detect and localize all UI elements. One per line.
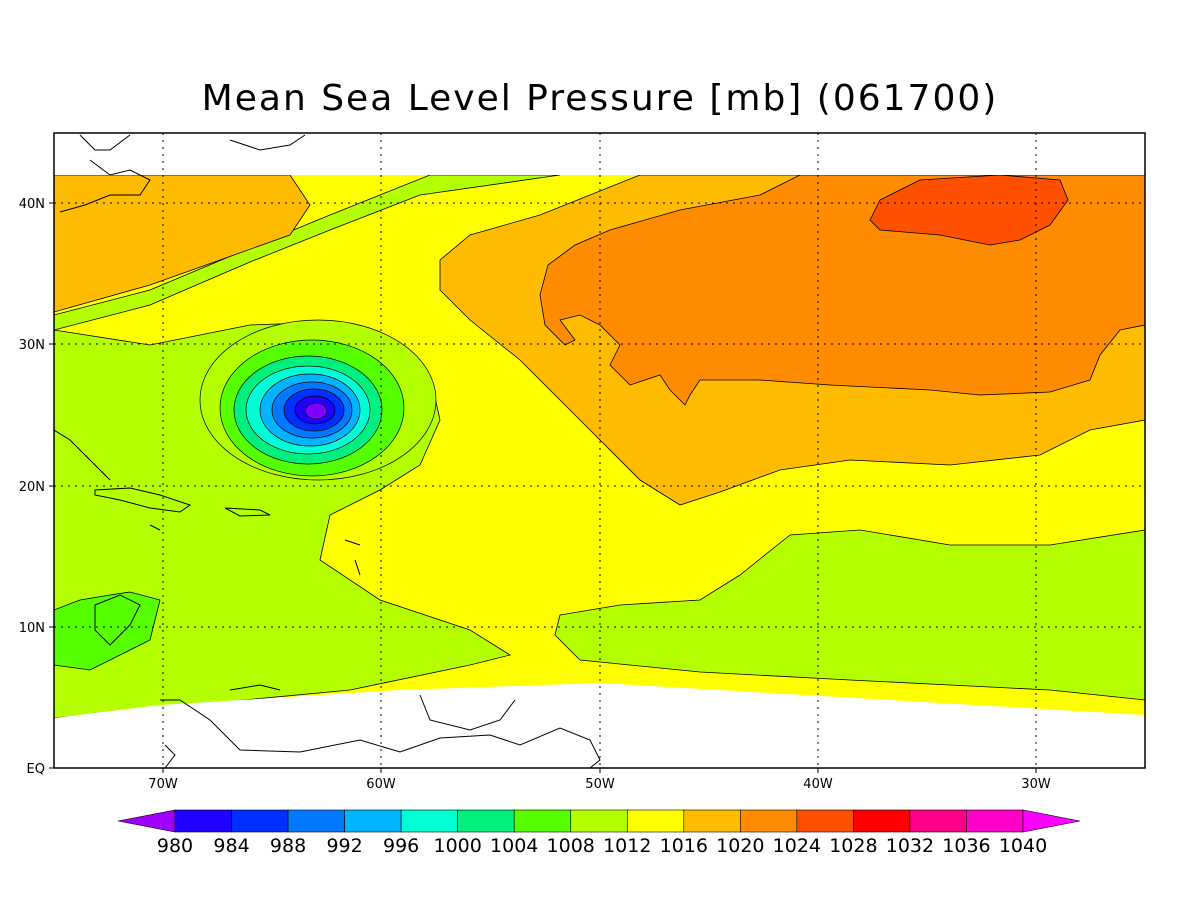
colorbar-swatch [344, 809, 402, 833]
colorbar-label: 1028 [829, 835, 877, 857]
lon-label-50w: 50W [585, 777, 615, 792]
colorbar-label: 1008 [547, 835, 595, 857]
lon-label-40w: 40W [803, 777, 833, 792]
lat-label-30n: 30N [19, 338, 45, 353]
graticule [54, 133, 1145, 768]
colorbar-swatch [909, 809, 967, 833]
colorbar-swatch [796, 809, 854, 833]
lat-label-10n: 10N [19, 621, 45, 636]
colorbar-swatch [400, 809, 458, 833]
cyclone-low [199, 319, 437, 481]
field-1016-nw [54, 174, 311, 313]
map-title: Mean Sea Level Pressure [mb] (061700) [201, 78, 999, 119]
colorbar-label: 1020 [716, 835, 764, 857]
field-1004-caribbean [54, 591, 161, 671]
lon-label-30w: 30W [1021, 777, 1051, 792]
colorbar-label: 1040 [999, 835, 1047, 857]
colorbar-label: 984 [213, 835, 249, 857]
colorbar-swatch [513, 809, 572, 833]
colorbar-swatch [174, 809, 232, 833]
colorbar-label: 996 [383, 835, 419, 857]
axis-ticks [49, 202, 1037, 773]
colorbar-swatch [966, 809, 1024, 833]
colorbar-swatch [683, 809, 741, 833]
lat-label-eq: EQ [27, 762, 45, 777]
colorbar-swatch [740, 809, 798, 833]
colorbar-swatch [457, 809, 515, 833]
colorbar-label: 1000 [433, 835, 481, 857]
colorbar-label: 992 [326, 835, 362, 857]
colorbar-arrow-high [1022, 809, 1081, 833]
colorbar-label: 1024 [773, 835, 821, 857]
colorbar-swatch [570, 809, 628, 833]
colorbar-swatch [853, 809, 911, 833]
colorbar-arrow-low [117, 809, 176, 833]
pressure-field [54, 133, 1145, 768]
colorbar-swatch [287, 809, 345, 833]
colorbar-label: 980 [157, 835, 193, 857]
colorbar-label: 1012 [603, 835, 651, 857]
colorbar-label: 1016 [660, 835, 708, 857]
colorbar: 980 984 988 992 996 1000 1004 1008 1012 1016 1020 1… [117, 809, 1081, 857]
colorbar-label: 1036 [942, 835, 990, 857]
colorbar-label: 1004 [490, 835, 538, 857]
lat-label-40n: 40N [19, 197, 45, 212]
lon-label-70w: 70W [148, 777, 178, 792]
cyclone-center [304, 402, 328, 420]
colorbar-swatch [231, 809, 289, 833]
field-1008-east [554, 529, 1145, 701]
coastlines [54, 134, 601, 768]
field-1024 [869, 174, 1069, 246]
colorbar-label: 1032 [886, 835, 934, 857]
colorbar-label: 988 [270, 835, 306, 857]
lat-label-20n: 20N [19, 480, 45, 495]
lon-label-60w: 60W [366, 777, 396, 792]
colorbar-swatch [626, 809, 685, 833]
